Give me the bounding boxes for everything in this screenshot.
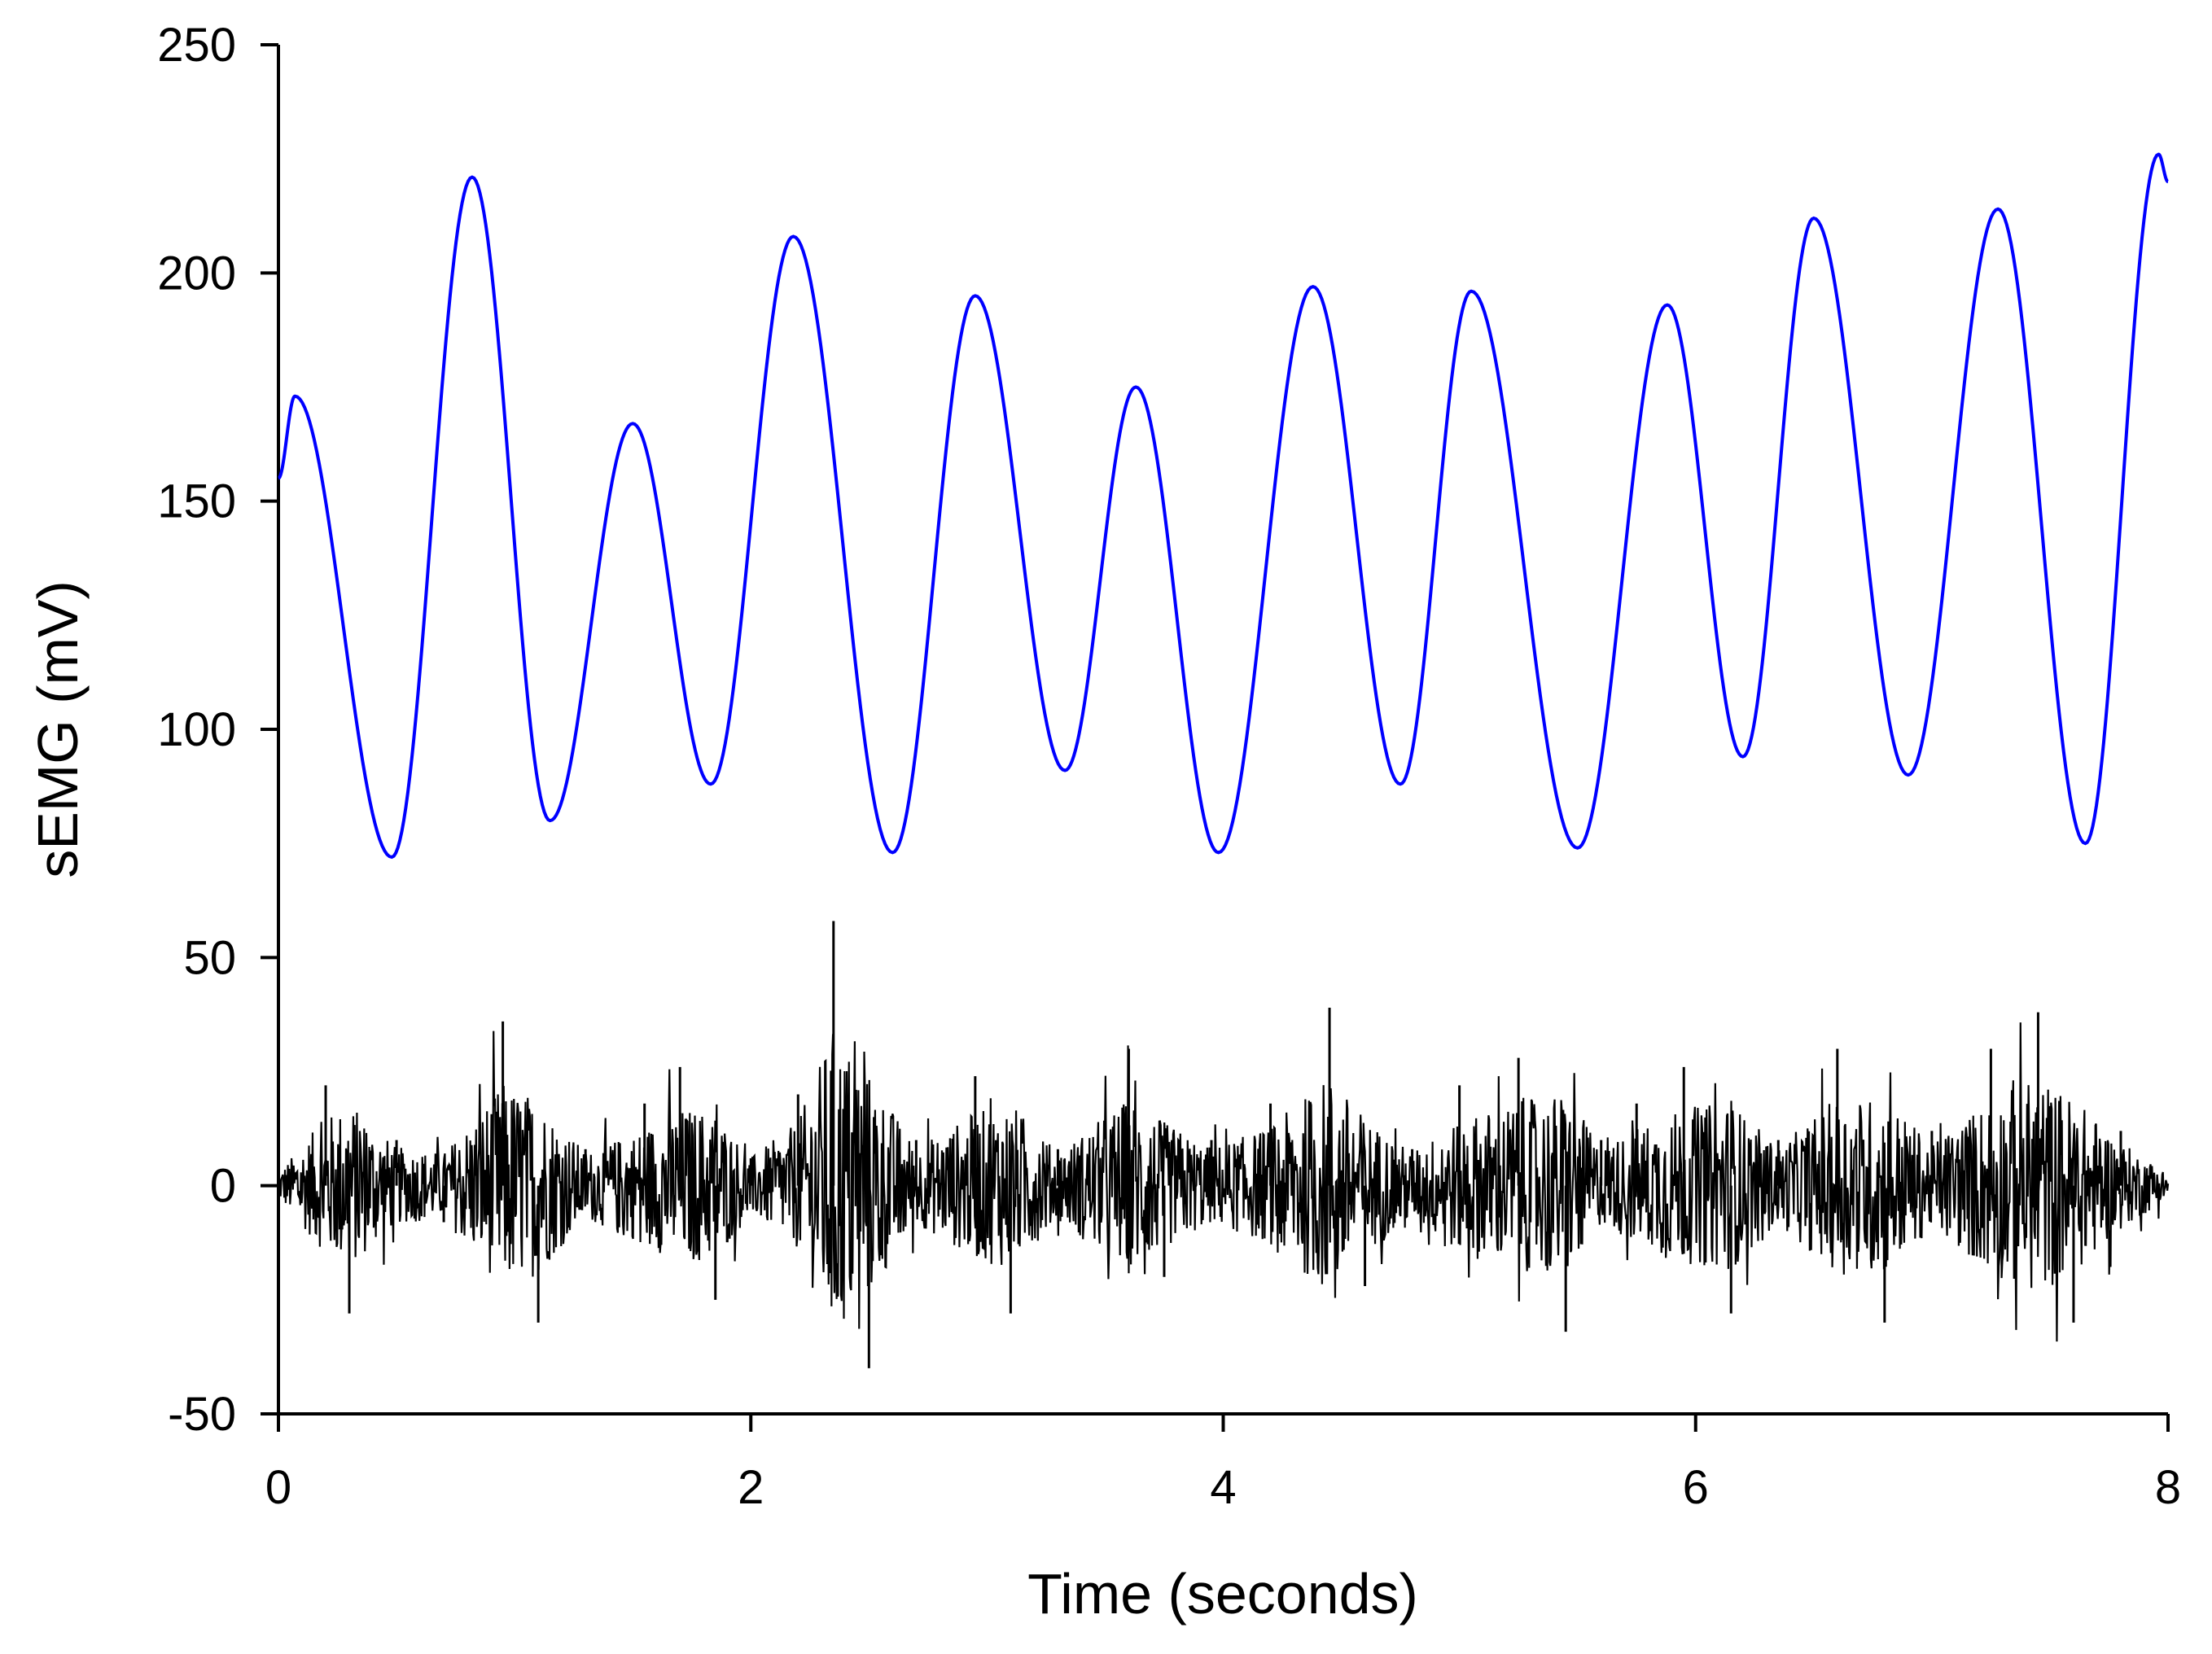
series-layer — [277, 152, 2170, 1368]
x-tick-label: 0 — [265, 1461, 291, 1514]
x-tick-label: 4 — [1210, 1461, 1236, 1514]
series-line-blue — [278, 152, 2169, 860]
y-tick-label: 250 — [157, 19, 236, 72]
y-tick-label: 0 — [210, 1160, 236, 1213]
series-line-black — [277, 1022, 2170, 1342]
x-ticks: 0 2 4 6 8 — [265, 1414, 2181, 1514]
y-tick-label: 200 — [157, 247, 236, 300]
x-tick-label: 6 — [1683, 1461, 1709, 1514]
y-tick-label: 150 — [157, 475, 236, 528]
y-tick-label: 50 — [183, 931, 236, 984]
x-tick-label: 8 — [2155, 1461, 2181, 1514]
x-tick-label: 2 — [738, 1461, 764, 1514]
y-axis-title: sEMG (mV) — [26, 580, 90, 878]
x-axis-title: Time (seconds) — [1027, 1562, 1418, 1626]
plot-area: -50 0 50 100 150 200 250 0 2 4 6 8 — [157, 19, 2181, 1514]
y-tick-label: 100 — [157, 703, 236, 756]
y-tick-label: -50 — [168, 1388, 236, 1441]
y-ticks: -50 0 50 100 150 200 250 — [157, 19, 278, 1441]
